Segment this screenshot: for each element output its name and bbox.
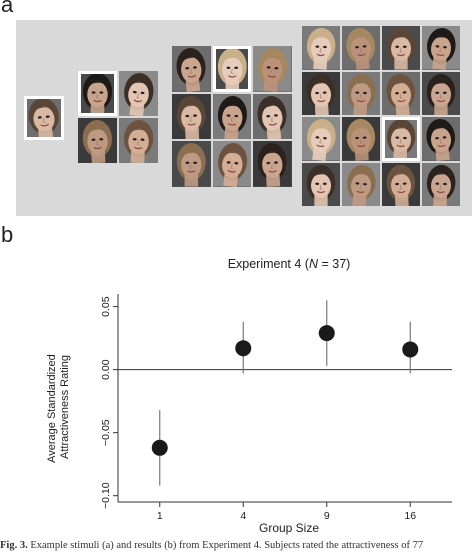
- face-photo: [342, 26, 380, 70]
- caption-text: Example stimuli (a) and results (b) from…: [30, 540, 424, 551]
- data-point: [318, 325, 335, 342]
- face-photo: [422, 71, 460, 115]
- stimuli-photo-panel: [16, 20, 472, 216]
- y-tick-label: −0.05: [100, 419, 112, 446]
- figure-caption: Fig. 3. Example stimuli (a) and results …: [0, 540, 474, 551]
- highlighted-face-photo: [24, 96, 64, 140]
- highlighted-face-photo: [382, 117, 420, 161]
- face-photo: [342, 162, 380, 206]
- y-tick-label: −0.10: [100, 482, 112, 509]
- highlighted-face-photo: [212, 46, 252, 92]
- x-tick-label: 16: [404, 510, 416, 522]
- caption-lead: Fig. 3.: [0, 540, 28, 551]
- face-photo: [172, 93, 211, 140]
- x-tick-label: 1: [157, 510, 163, 522]
- face-photo: [302, 26, 340, 70]
- face-photo: [172, 46, 211, 92]
- face-photo: [253, 93, 292, 140]
- face-photo: [119, 71, 158, 116]
- chart-title: Experiment 4 (N = 37): [228, 257, 351, 271]
- face-photo: [382, 26, 420, 70]
- y-tick-label: 0.00: [100, 359, 112, 380]
- data-point: [402, 341, 419, 358]
- face-photo: [422, 162, 460, 206]
- highlighted-face-photo: [78, 71, 117, 116]
- face-photo: [302, 71, 340, 115]
- data-point: [151, 439, 168, 456]
- face-photo: [342, 117, 380, 161]
- face-photo: [253, 46, 292, 92]
- face-group-size-16: [302, 26, 460, 206]
- data-point: [235, 340, 252, 357]
- face-photo: [212, 93, 252, 140]
- face-photo: [342, 71, 380, 115]
- face-photo: [422, 117, 460, 161]
- face-group-size-9: [172, 46, 292, 187]
- face-photo: [382, 71, 420, 115]
- panel-label-a: a: [1, 0, 14, 17]
- face-photo: [119, 118, 158, 163]
- face-group-size-4: [78, 71, 158, 163]
- face-photo: [422, 26, 460, 70]
- face-photo: [253, 141, 292, 187]
- face-photo: [302, 162, 340, 206]
- face-photo: [382, 162, 420, 206]
- face-photo: [172, 141, 211, 187]
- face-group-size-1: [24, 96, 64, 140]
- face-photo: [78, 118, 117, 163]
- x-tick-label: 9: [324, 510, 330, 522]
- x-axis-label: Group Size: [259, 521, 319, 535]
- x-tick-label: 4: [240, 510, 246, 522]
- panel-label-b: b: [1, 222, 14, 247]
- results-chart: Experiment 4 (N = 37) Average Standardiz…: [46, 257, 452, 535]
- y-tick-label: 0.05: [100, 296, 112, 317]
- face-photo: [212, 141, 252, 187]
- y-axis-label: Average Standardized Attractiveness Rati…: [46, 351, 71, 463]
- face-photo: [302, 117, 340, 161]
